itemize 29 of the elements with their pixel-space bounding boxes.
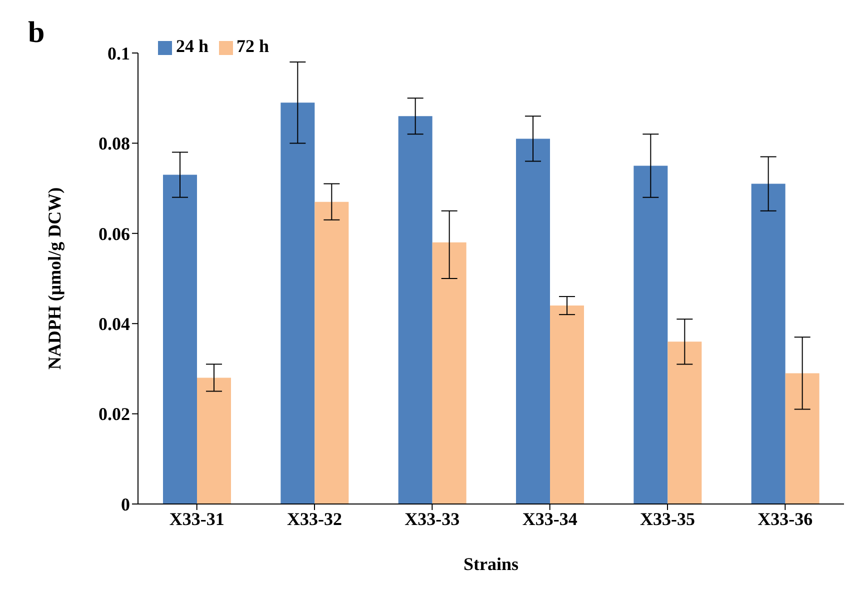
bar bbox=[163, 174, 197, 504]
x-tick-label: X33-36 bbox=[758, 508, 813, 529]
x-tick-label: X33-32 bbox=[287, 508, 342, 529]
legend-label: 72 h bbox=[236, 36, 270, 56]
bar bbox=[550, 306, 584, 504]
bar bbox=[668, 342, 702, 504]
x-tick-label: X33-34 bbox=[522, 508, 578, 529]
x-tick-label: X33-35 bbox=[640, 508, 695, 529]
chart-title: b bbox=[28, 16, 45, 50]
y-tick-label: 0.06 bbox=[98, 224, 130, 244]
y-tick-label: 0.02 bbox=[98, 404, 130, 424]
bar bbox=[785, 373, 820, 504]
y-tick-label: 0.04 bbox=[98, 314, 130, 334]
bar bbox=[634, 166, 668, 504]
x-tick-label: X33-33 bbox=[404, 508, 460, 529]
bar bbox=[432, 242, 466, 504]
legend-label: 24 h bbox=[176, 36, 209, 56]
y-tick-label: 0.08 bbox=[98, 134, 130, 154]
bar bbox=[398, 116, 432, 504]
bar bbox=[516, 138, 550, 504]
bar bbox=[280, 102, 315, 504]
y-axis-title: NADPH (μmol/g DCW) bbox=[44, 187, 64, 370]
x-axis-title: Strains bbox=[463, 554, 519, 574]
bar bbox=[751, 184, 786, 504]
bar bbox=[197, 378, 231, 504]
bar bbox=[314, 202, 349, 504]
x-tick-label: X33-31 bbox=[169, 508, 224, 529]
y-tick-label: 0.1 bbox=[108, 43, 130, 64]
y-tick-label: 0 bbox=[121, 494, 130, 514]
